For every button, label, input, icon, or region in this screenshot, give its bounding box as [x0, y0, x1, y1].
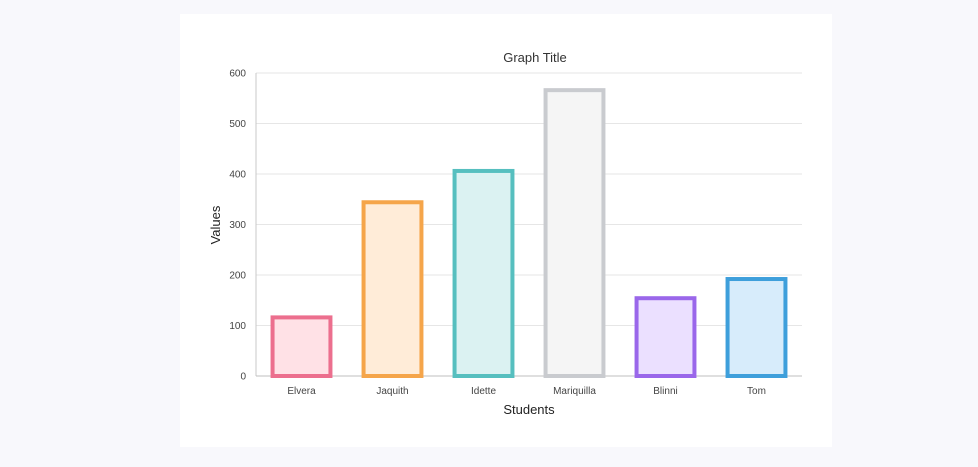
bar-elvera[interactable]	[270, 315, 333, 378]
y-tick-label: 600	[229, 69, 246, 80]
bar-chart: Graph Title 0 100 200 300 400 500 600 Elvera Ja…	[208, 50, 802, 417]
bar-tom[interactable]	[725, 277, 788, 378]
bar-idette[interactable]	[452, 168, 515, 378]
chart-card: Graph Title 0 100 200 300 400 500 600 Elvera Ja…	[180, 14, 832, 447]
bar-jaquith[interactable]	[361, 200, 424, 378]
x-tick-label: Idette	[471, 386, 496, 397]
y-tick-label: 0	[240, 372, 246, 383]
x-tick-label: Tom	[747, 386, 766, 397]
x-axis-ticks: Elvera Jaquith Idette Mariquilla Blinni Tom	[287, 386, 766, 397]
y-tick-label: 500	[229, 119, 246, 130]
y-tick-label: 300	[229, 220, 246, 231]
chart-title: Graph Title	[503, 50, 567, 65]
bars	[270, 88, 788, 379]
x-tick-label: Jaquith	[376, 386, 408, 397]
gridlines	[256, 72, 802, 326]
y-tick-label: 100	[229, 321, 246, 332]
x-tick-label: Elvera	[287, 386, 316, 397]
y-axis-title: Values	[208, 205, 223, 244]
y-tick-label: 200	[229, 271, 246, 282]
x-tick-label: Mariquilla	[553, 386, 596, 397]
bar-mariquilla[interactable]	[543, 88, 606, 379]
x-axis-title: Students	[503, 402, 555, 417]
bar-blinni[interactable]	[634, 296, 697, 378]
x-tick-label: Blinni	[653, 386, 677, 397]
y-axis-ticks: 0 100 200 300 400 500 600	[229, 69, 246, 383]
y-tick-label: 400	[229, 170, 246, 181]
